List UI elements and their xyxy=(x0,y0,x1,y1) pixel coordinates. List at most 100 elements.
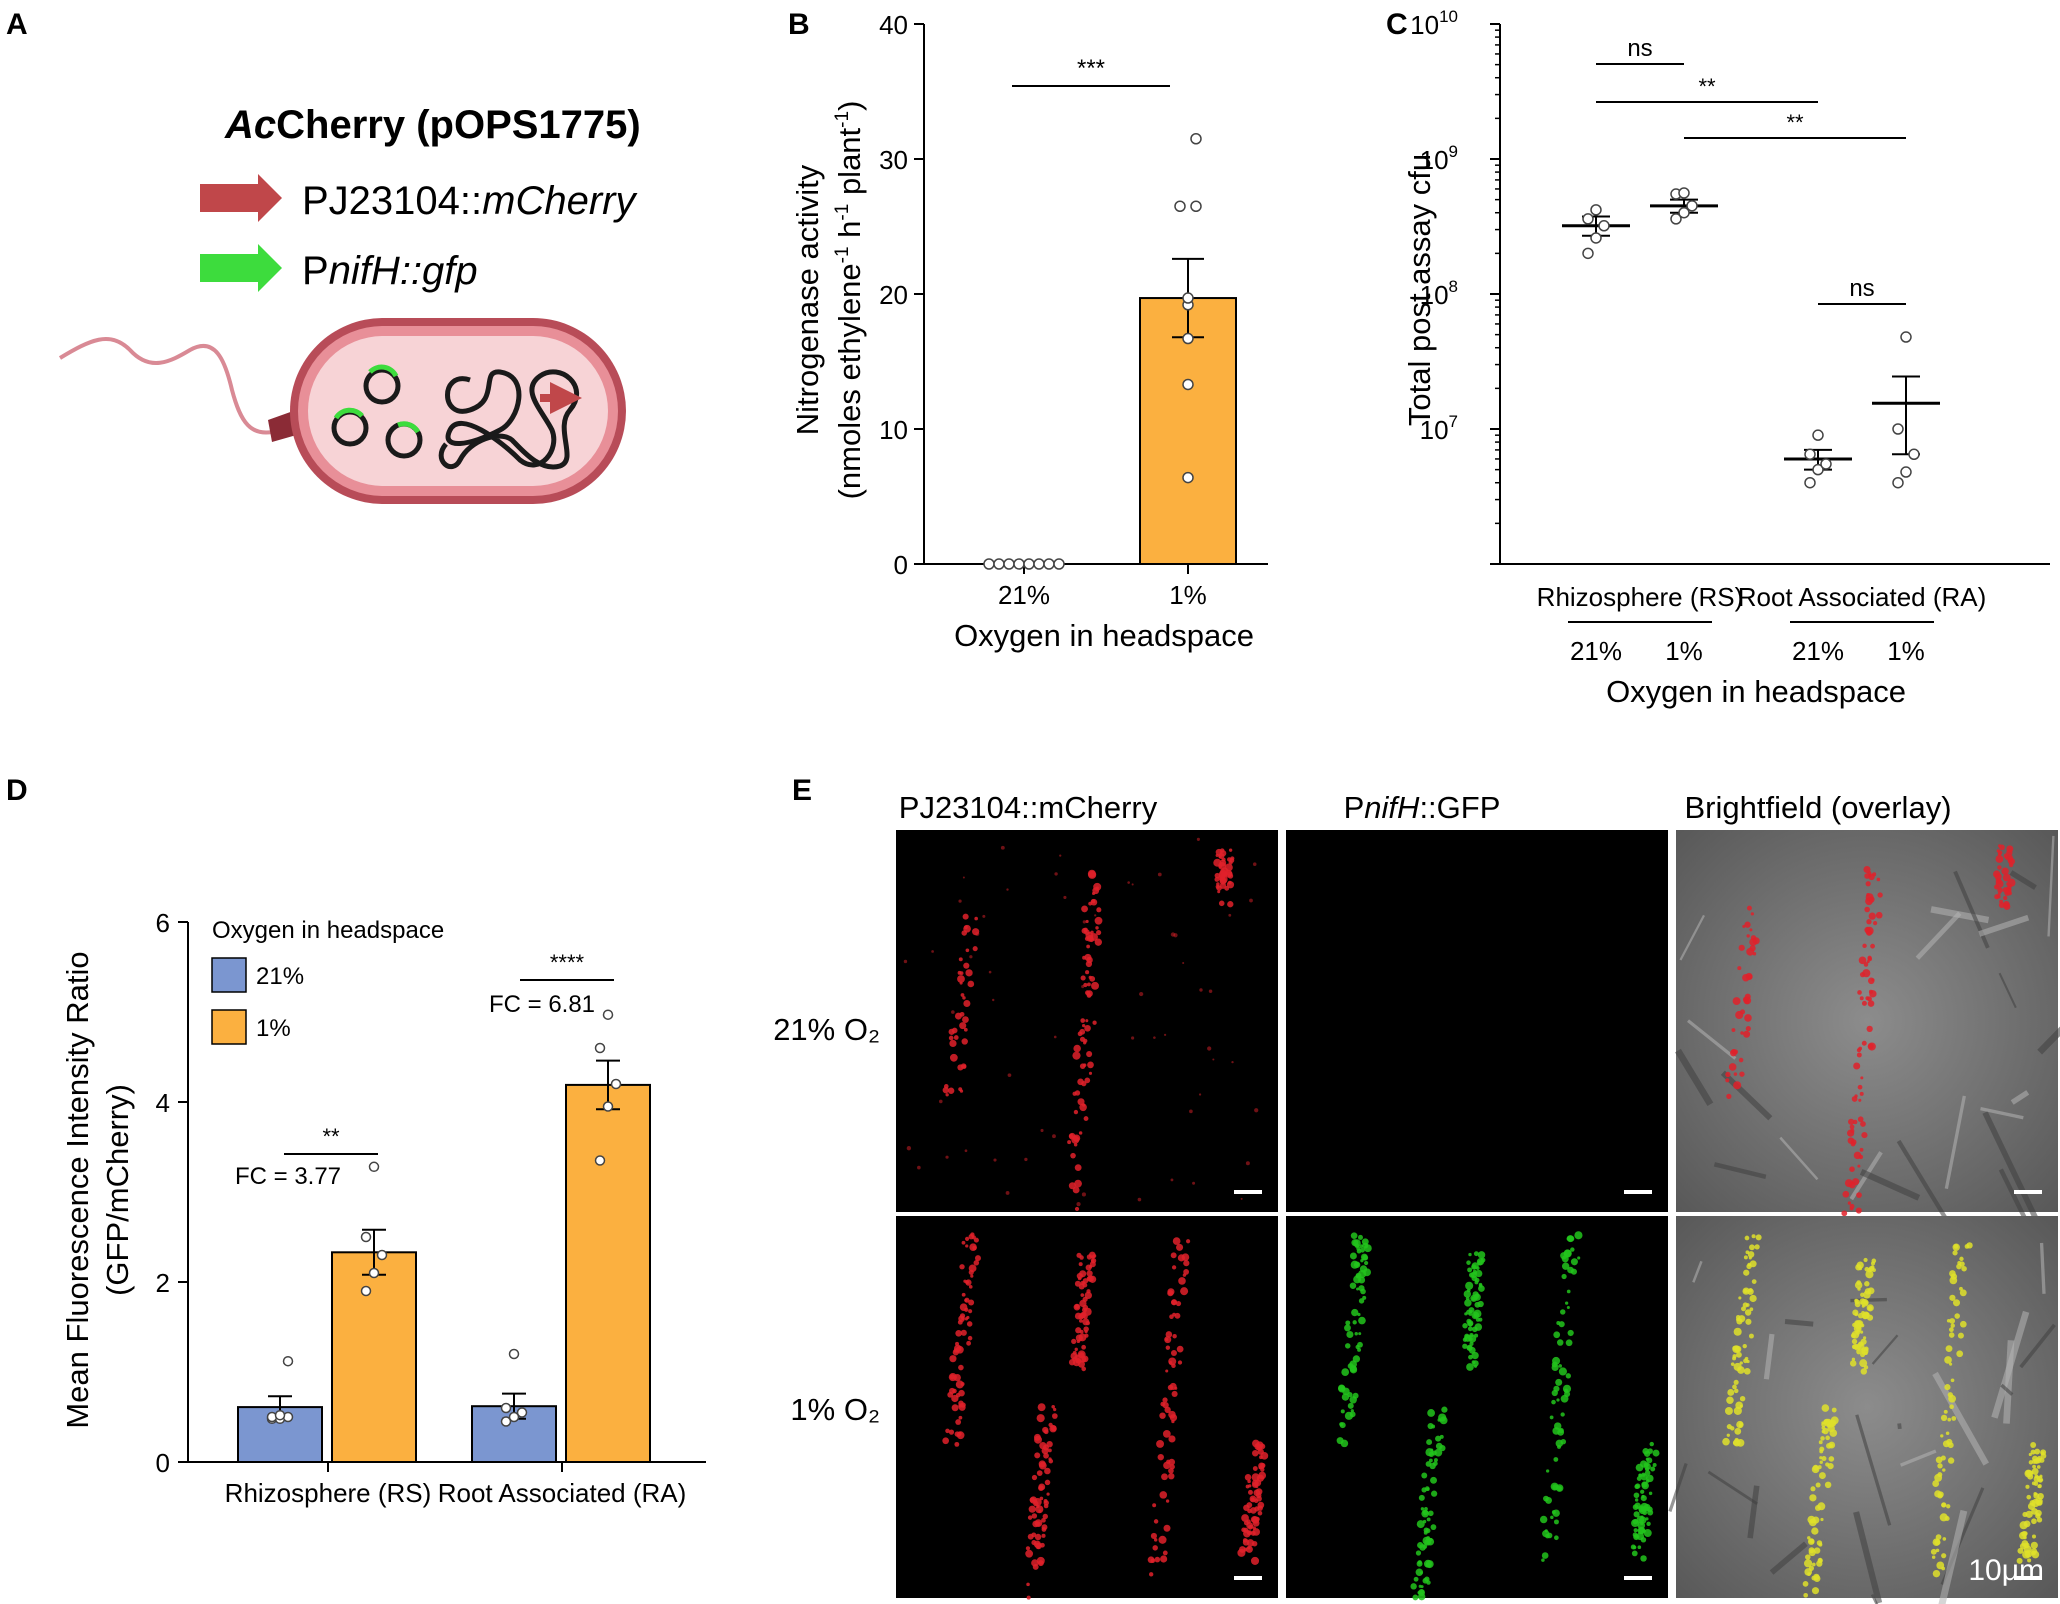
bacteria-cluster-dot xyxy=(1646,1508,1650,1512)
bacteria-cluster-dot xyxy=(1867,1000,1875,1007)
tissue-texture xyxy=(1692,1260,1703,1283)
tissue-texture xyxy=(1747,1485,1760,1539)
data-point xyxy=(274,1409,286,1421)
bacteria-cluster-dot xyxy=(1738,944,1745,951)
bacteria-cluster-dot xyxy=(2040,1453,2047,1459)
bacteria-cluster-dot xyxy=(1243,1529,1251,1538)
bacteria-cluster-dot xyxy=(1543,1495,1549,1502)
bacteria-cluster-dot xyxy=(1079,1063,1086,1069)
bacteria-cluster-dot xyxy=(2030,1442,2037,1448)
scattered-signal-dot xyxy=(1245,1161,1250,1166)
tissue-texture xyxy=(2009,870,2037,890)
bacteria-cluster-dot xyxy=(958,1364,964,1371)
bacteria-cluster-dot xyxy=(1948,1327,1954,1333)
bacteria-cluster-dot xyxy=(1743,1288,1748,1294)
bacteria-cluster-dot xyxy=(1652,1463,1657,1467)
bacteria-cluster-dot xyxy=(1086,1276,1093,1282)
bacteria-cluster-dot xyxy=(1471,1311,1480,1320)
bacteria-cluster-dot xyxy=(1952,1250,1958,1256)
bacteria-cluster-dot xyxy=(1733,1388,1739,1394)
bacteria-cluster-dot xyxy=(1081,1344,1087,1350)
legend-label: 21% xyxy=(256,963,304,990)
bacteria-cluster-dot xyxy=(1086,1051,1093,1058)
y-tick-exponent: 7 xyxy=(1449,412,1458,431)
scattered-signal-dot xyxy=(1228,913,1232,917)
tissue-texture xyxy=(1668,1462,1688,1512)
scattered-signal-dot xyxy=(964,1149,968,1153)
bacteria-cluster-dot xyxy=(1946,1318,1951,1323)
bacteria-cluster-dot xyxy=(2034,1448,2041,1455)
bacteria-cluster-dot xyxy=(961,1038,968,1045)
bacteria-cluster-dot xyxy=(1640,1555,1647,1562)
data-point xyxy=(1190,200,1202,212)
bacteria-cluster-dot xyxy=(1468,1334,1477,1343)
bacteria-cluster-dot xyxy=(1025,1549,1034,1558)
bacteria-cluster-dot xyxy=(1870,1261,1876,1266)
bacteria-cluster-dot xyxy=(1074,1206,1080,1212)
bacteria-cluster-dot xyxy=(1947,1392,1954,1398)
bacteria-cluster-dot xyxy=(1849,1124,1855,1130)
bacteria-cluster-dot xyxy=(1541,1552,1549,1559)
tissue-texture xyxy=(1769,1541,1808,1575)
micrograph-0-2 xyxy=(1675,830,2060,1246)
bacteria-cluster-dot xyxy=(1076,1272,1083,1280)
bacteria-cluster-dot xyxy=(1947,1457,1955,1464)
bacteria-cluster-dot xyxy=(1859,1298,1866,1305)
tissue-texture xyxy=(1932,1371,1989,1466)
bacteria-cluster-dot xyxy=(1866,996,1872,1002)
x-tick-label: 21% xyxy=(1792,636,1844,666)
y-tick-label: 1010 xyxy=(1410,7,1458,40)
bacteria-cluster-dot xyxy=(1640,1473,1648,1481)
data-point xyxy=(1804,476,1816,489)
bacteria-cluster-dot xyxy=(1850,1141,1856,1147)
bacteria-cluster-dot xyxy=(1749,1244,1755,1251)
bacteria-cluster-dot xyxy=(1567,1329,1574,1337)
bacteria-cluster-dot xyxy=(1858,956,1867,965)
bacteria-cluster-dot xyxy=(1866,1304,1874,1312)
y-axis-title-superscript: -1 xyxy=(832,204,853,221)
bacteria-cluster-dot xyxy=(1821,1404,1830,1412)
bar xyxy=(1139,297,1237,565)
bacteria-cluster-dot xyxy=(1067,1140,1072,1145)
bacteria-cluster-dot xyxy=(1819,1460,1823,1464)
group-label: Rhizosphere (RS) xyxy=(1537,582,1744,612)
bacteria-cluster-dot xyxy=(1168,1472,1175,1480)
bacteria-cluster-dot xyxy=(974,916,978,921)
bacteria-cluster-dot xyxy=(1252,1439,1260,1448)
column-header-gfp-post: ::GFP xyxy=(1419,790,1500,825)
bacteria-cluster-dot xyxy=(1634,1483,1641,1489)
bacteria-cluster-dot xyxy=(1751,1279,1757,1284)
bacteria-cluster-dot xyxy=(1739,1071,1745,1077)
y-tick-label: 20 xyxy=(879,280,908,310)
bacteria-cluster-dot xyxy=(1647,1448,1653,1454)
bacteria-cluster-dot xyxy=(1094,916,1103,925)
bacteria-cluster-dot xyxy=(1247,1489,1253,1495)
tissue-texture xyxy=(1779,1136,1819,1181)
data-point xyxy=(1678,206,1690,219)
data-point xyxy=(594,1042,606,1054)
bacteria-cluster-dot xyxy=(1746,947,1755,956)
bacteria-cluster-dot xyxy=(1050,1425,1057,1432)
bacteria-cluster-dot xyxy=(1418,1494,1425,1501)
bacteria-cluster-dot xyxy=(1551,1363,1559,1372)
bacteria-cluster-dot xyxy=(1219,848,1225,853)
bacteria-cluster-dot xyxy=(1997,891,2001,896)
bacteria-cluster-dot xyxy=(1861,1312,1869,1320)
bacteria-cluster-dot xyxy=(1084,953,1092,961)
bacteria-cluster-dot xyxy=(1353,1239,1361,1248)
bacteria-cluster-dot xyxy=(959,1011,965,1017)
bacteria-cluster-dot xyxy=(964,1297,970,1303)
data-point xyxy=(594,1155,606,1166)
bacteria-cluster-dot xyxy=(1074,1164,1082,1171)
scattered-signal-dot xyxy=(917,1165,921,1170)
bacteria-cluster-dot xyxy=(2023,1520,2031,1528)
bacteria-cluster-dot xyxy=(1439,1416,1448,1425)
bacteria-cluster-dot xyxy=(1037,1403,1046,1412)
bacteria-cluster-dot xyxy=(968,1299,975,1306)
bacteria-cluster-dot xyxy=(1638,1527,1646,1535)
bacteria-cluster-dot xyxy=(962,996,966,1000)
scattered-signal-dot xyxy=(1024,1157,1028,1162)
x-tick-label: 1% xyxy=(1169,580,1207,610)
bacteria-cluster-dot xyxy=(1169,1464,1175,1470)
bacteria-cluster-dot xyxy=(1755,1234,1762,1241)
